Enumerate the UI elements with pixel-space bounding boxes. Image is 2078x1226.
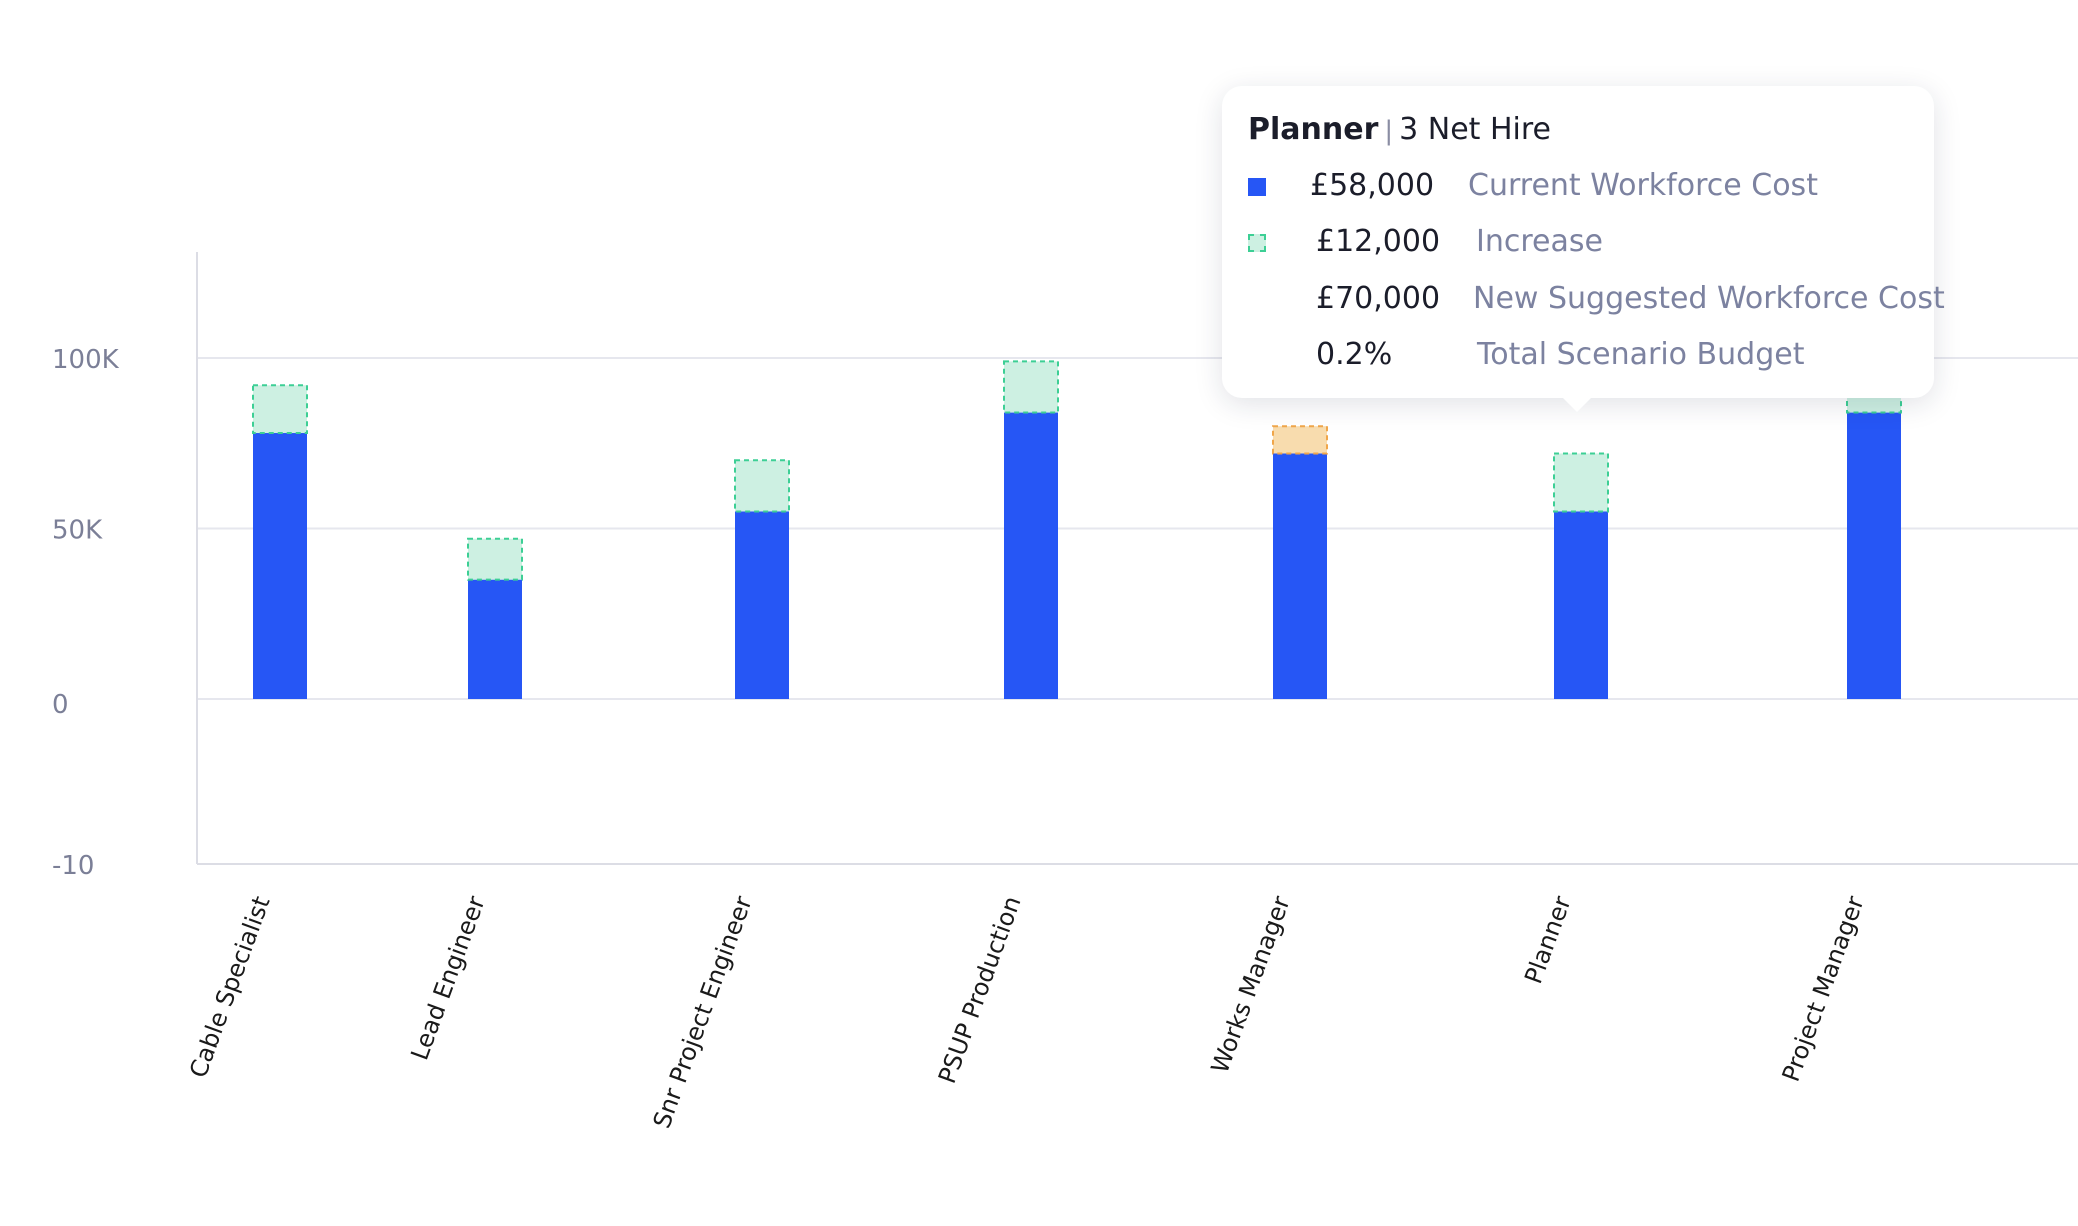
tooltip-row-budget: 0.2% Total Scenario Budget <box>1248 337 1928 377</box>
bar-segment-current-workforce-cost[interactable] <box>253 433 307 699</box>
y-tick-label: -10 <box>52 851 94 881</box>
increase-swatch-icon <box>1248 234 1266 252</box>
bar-segment-increase[interactable] <box>467 537 523 581</box>
tooltip-label: New Suggested Workforce Cost <box>1473 281 1945 316</box>
y-tick-label: 50K <box>52 516 103 546</box>
tooltip-label: Increase <box>1476 224 1603 259</box>
bar-segment-current-workforce-cost[interactable] <box>468 579 522 699</box>
tooltip-value: £70,000 <box>1316 281 1441 316</box>
bar-segment-decrease[interactable] <box>1272 425 1328 455</box>
bar-segment-current-workforce-cost[interactable] <box>1273 453 1327 699</box>
bar-segment-increase[interactable] <box>734 459 790 513</box>
bar-segment-current-workforce-cost[interactable] <box>1847 412 1901 699</box>
tooltip-row-increase: £12,000 Increase <box>1248 224 1928 264</box>
tooltip-value: £58,000 <box>1310 168 1435 203</box>
tooltip-subtitle: 3 Net Hire <box>1399 112 1551 147</box>
y-tick-label: 0 <box>52 690 69 720</box>
bar-segment-current-workforce-cost[interactable] <box>1004 412 1058 699</box>
x-category-label: Snr Project Engineer <box>648 892 758 1132</box>
bar-segment-increase[interactable] <box>1553 452 1609 513</box>
x-category-label: Lead Engineer <box>405 892 490 1063</box>
tooltip-label: Current Workforce Cost <box>1468 168 1818 203</box>
bar-segment-current-workforce-cost[interactable] <box>1554 511 1608 699</box>
tooltip-label: Total Scenario Budget <box>1477 337 1805 372</box>
x-category-label: Project Manager <box>1777 892 1870 1085</box>
y-tick-label: 100K <box>52 345 120 375</box>
current-cost-swatch-icon <box>1248 178 1266 196</box>
tooltip-row-current: £58,000 Current Workforce Cost <box>1248 168 1928 208</box>
tooltip-role: Planner <box>1248 112 1379 147</box>
x-category-label: Cable Specialist <box>184 892 276 1081</box>
tooltip-separator: | <box>1384 116 1394 146</box>
tooltip-value: 0.2% <box>1316 337 1393 372</box>
x-category-label: Works Manager <box>1206 892 1296 1077</box>
bar-segment-increase[interactable] <box>1003 360 1059 414</box>
x-category-label: PSUP Production <box>933 892 1027 1087</box>
bar-segment-current-workforce-cost[interactable] <box>735 511 789 699</box>
bar-tooltip: Planner | 3 Net Hire £58,000 Current Workf… <box>1222 86 1945 412</box>
tooltip-value: £12,000 <box>1316 224 1441 259</box>
bar-segment-increase[interactable] <box>252 384 308 435</box>
x-category-label: Planner <box>1519 892 1576 987</box>
tooltip-row-new-cost: £70,000 New Suggested Workforce Cost <box>1248 281 1945 321</box>
tooltip-header: Planner | 3 Net Hire <box>1248 112 1551 147</box>
